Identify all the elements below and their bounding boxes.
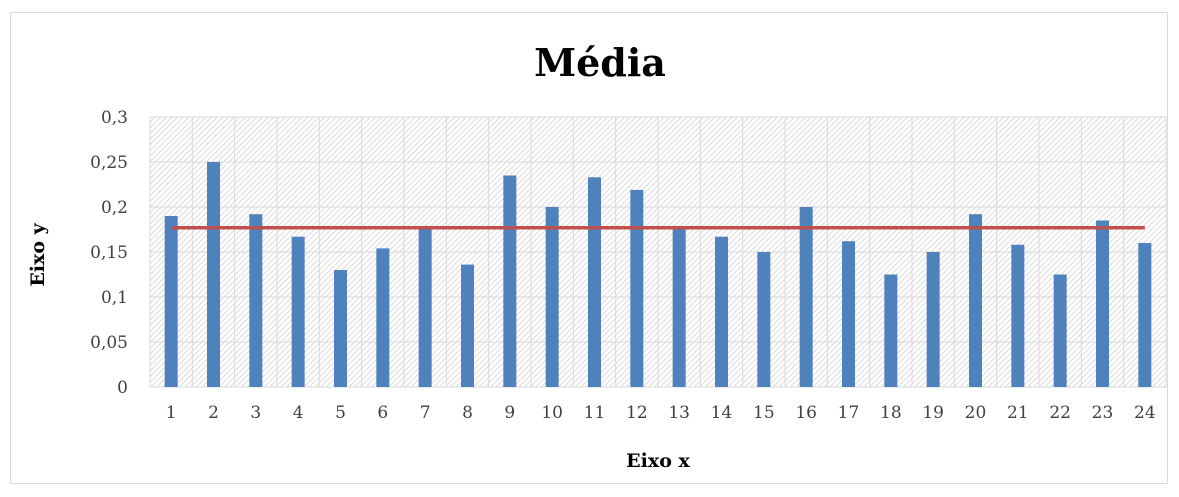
bar [884, 274, 898, 387]
x-tick-label: 9 [504, 403, 515, 423]
y-tick-label: 0 [117, 378, 128, 398]
y-tick-label: 0,25 [90, 153, 128, 173]
bar [545, 207, 559, 387]
x-tick-label: 16 [795, 403, 817, 423]
bar [757, 252, 771, 387]
bar [503, 175, 517, 387]
x-tick-label: 7 [420, 403, 431, 423]
x-tick-labels: 1 2 3 4 5 6 7 8 9 10 11 12 13 14 15 16 17 18 19 20 21 22 23 24 [166, 403, 1156, 423]
bar-layer [164, 162, 1152, 387]
x-tick-label: 1 [166, 403, 177, 423]
bar [376, 248, 390, 387]
bar [418, 229, 432, 387]
x-tick-label: 23 [1092, 403, 1114, 423]
x-tick-label: 6 [377, 403, 388, 423]
x-tick-label: 8 [462, 403, 473, 423]
y-axis-title: Eixo y [27, 222, 49, 286]
x-axis-title: Eixo x [626, 450, 690, 472]
bar [799, 207, 813, 387]
bar [334, 270, 347, 387]
bar [926, 252, 940, 387]
bar [588, 177, 601, 387]
bar [207, 162, 220, 387]
chart-title: Média [534, 40, 666, 85]
x-tick-label: 14 [711, 403, 733, 423]
y-tick-label: 0,05 [90, 333, 128, 353]
x-tick-label: 15 [753, 403, 775, 423]
x-tick-label: 18 [880, 403, 902, 423]
bar [1138, 243, 1152, 387]
x-tick-label: 3 [250, 403, 261, 423]
bar [291, 236, 305, 387]
x-tick-label: 21 [1007, 403, 1029, 423]
x-tick-label: 2 [208, 403, 219, 423]
y-tick-label: 0,15 [90, 243, 128, 263]
grid-layer [149, 116, 1167, 388]
bar [1096, 220, 1109, 387]
bar [842, 241, 855, 387]
x-tick-label: 17 [838, 403, 860, 423]
x-tick-label: 12 [626, 403, 648, 423]
bar [164, 216, 178, 387]
bar [1053, 274, 1067, 387]
x-tick-label: 24 [1134, 403, 1156, 423]
x-tick-label: 5 [335, 403, 346, 423]
x-tick-label: 11 [584, 403, 606, 423]
x-tick-label: 13 [668, 403, 690, 423]
x-tick-label: 10 [541, 403, 563, 423]
x-tick-label: 20 [965, 403, 987, 423]
bar [672, 226, 686, 387]
bar [249, 214, 263, 387]
bar [461, 264, 474, 387]
x-tick-label: 22 [1049, 403, 1071, 423]
x-tick-label: 19 [922, 403, 944, 423]
bar [715, 236, 728, 387]
bar [969, 214, 982, 387]
y-tick-labels: 0 0,05 0,1 0,15 0,2 0,25 0,3 [90, 108, 128, 398]
y-tick-label: 0,1 [101, 288, 128, 308]
y-tick-label: 0,2 [101, 198, 128, 218]
y-tick-label: 0,3 [101, 108, 128, 128]
bar [630, 189, 644, 387]
x-tick-label: 4 [293, 403, 304, 423]
bar [1011, 244, 1025, 387]
